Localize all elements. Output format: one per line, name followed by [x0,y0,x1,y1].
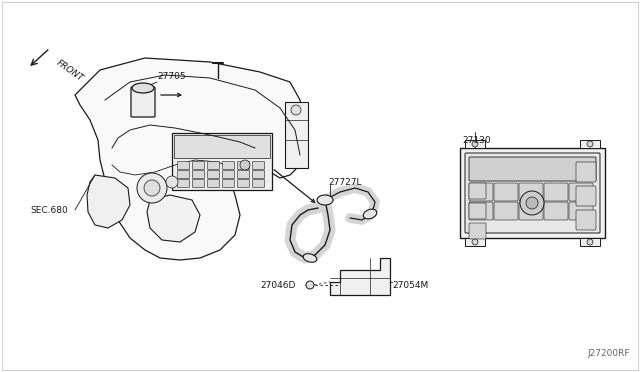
Circle shape [587,141,593,147]
FancyBboxPatch shape [177,170,189,179]
FancyBboxPatch shape [253,161,264,170]
FancyBboxPatch shape [469,183,493,201]
FancyBboxPatch shape [469,203,486,219]
FancyBboxPatch shape [494,202,518,220]
Text: 27130: 27130 [462,135,491,144]
Text: 27054M: 27054M [392,280,428,289]
FancyBboxPatch shape [237,170,250,179]
Circle shape [306,281,314,289]
Circle shape [144,180,160,196]
FancyBboxPatch shape [469,202,493,220]
FancyBboxPatch shape [177,180,189,187]
FancyBboxPatch shape [576,162,596,182]
FancyBboxPatch shape [569,202,593,220]
FancyBboxPatch shape [193,170,205,179]
FancyBboxPatch shape [237,161,250,170]
Polygon shape [172,133,272,190]
Polygon shape [580,238,600,246]
Polygon shape [330,258,390,295]
Polygon shape [75,58,308,260]
Ellipse shape [132,83,154,93]
FancyBboxPatch shape [576,186,596,206]
FancyBboxPatch shape [253,180,264,187]
Circle shape [472,239,478,245]
FancyBboxPatch shape [223,161,234,170]
Ellipse shape [364,209,377,219]
FancyBboxPatch shape [469,157,596,181]
FancyBboxPatch shape [569,183,593,201]
Text: 27727L: 27727L [328,177,362,186]
FancyBboxPatch shape [193,180,205,187]
Text: SEC.680: SEC.680 [30,205,68,215]
Circle shape [526,197,538,209]
Polygon shape [285,102,308,168]
Text: J27200RF: J27200RF [588,349,630,358]
FancyBboxPatch shape [494,183,518,201]
Circle shape [137,173,167,203]
Text: 27705: 27705 [157,71,186,80]
Text: FRONT: FRONT [55,58,85,83]
FancyBboxPatch shape [207,180,220,187]
Polygon shape [460,148,605,238]
FancyBboxPatch shape [576,210,596,230]
FancyBboxPatch shape [237,180,250,187]
FancyBboxPatch shape [207,161,220,170]
FancyBboxPatch shape [519,183,543,201]
Circle shape [240,160,250,170]
FancyBboxPatch shape [207,170,220,179]
Circle shape [520,191,544,215]
FancyBboxPatch shape [223,180,234,187]
FancyBboxPatch shape [544,183,568,201]
Polygon shape [87,175,130,228]
FancyBboxPatch shape [223,170,234,179]
FancyBboxPatch shape [469,223,486,239]
Circle shape [166,176,178,188]
FancyBboxPatch shape [193,161,205,170]
Text: 27046D: 27046D [260,280,296,289]
FancyBboxPatch shape [253,170,264,179]
FancyBboxPatch shape [131,87,155,117]
Polygon shape [580,140,600,148]
Polygon shape [465,140,485,148]
Circle shape [587,239,593,245]
Circle shape [291,105,301,115]
FancyBboxPatch shape [544,202,568,220]
Ellipse shape [303,254,317,262]
Polygon shape [147,195,200,242]
Ellipse shape [317,195,333,205]
FancyBboxPatch shape [177,161,189,170]
FancyBboxPatch shape [519,202,543,220]
Circle shape [472,141,478,147]
FancyBboxPatch shape [465,153,600,233]
Polygon shape [174,135,270,158]
Polygon shape [465,238,485,246]
FancyBboxPatch shape [469,183,486,199]
